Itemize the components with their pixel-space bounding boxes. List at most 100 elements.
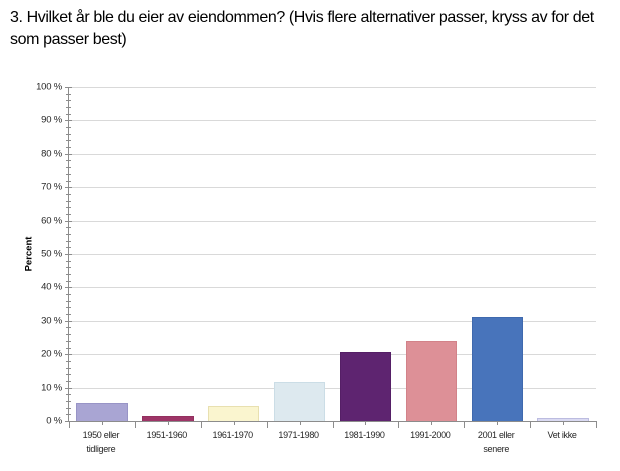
x-axis-boundary-tick: [596, 421, 597, 428]
y-axis-major-tick: [65, 387, 72, 389]
gridline: [69, 354, 596, 356]
x-axis-boundary-tick: [200, 421, 202, 428]
y-axis-major-tick: [65, 153, 72, 155]
y-axis-major-tick: [65, 354, 72, 356]
x-axis-center-tick: [167, 421, 169, 425]
bar-7: [471, 316, 523, 421]
y-axis-minor-tick: [66, 367, 71, 369]
bar-slot: [333, 87, 399, 421]
y-axis-minor-tick: [66, 400, 71, 402]
y-axis-tick-label: 100 %: [36, 81, 62, 93]
x-axis-boundary-tick: [134, 421, 136, 428]
y-axis-minor-tick: [66, 240, 71, 242]
x-axis-center-tick: [101, 421, 103, 425]
bar-1: [76, 403, 128, 421]
x-axis-label: 2001 eller senere: [477, 430, 515, 454]
x-axis-center-tick: [233, 421, 235, 425]
y-axis-minor-tick: [66, 93, 71, 95]
x-axis-labels: 1950 eller tidligere 1951-1960 1961-1970 19…: [68, 429, 595, 456]
y-axis-minor-tick: [66, 160, 71, 162]
y-axis-major-tick: [65, 320, 72, 322]
y-axis-minor-tick: [66, 107, 71, 109]
y-axis-major-tick: [65, 254, 72, 255]
y-axis-minor-tick: [66, 100, 71, 102]
x-axis-center-tick: [497, 421, 499, 425]
x-axis-label: 1981-1990: [344, 430, 385, 440]
gridline: [69, 87, 596, 88]
y-axis-minor-tick: [66, 233, 71, 235]
y-axis-major-tick: [65, 87, 72, 88]
x-axis-boundary-tick: [464, 421, 466, 428]
x-axis-label: 1971-1980: [278, 430, 319, 440]
x-axis-boundary-tick: [266, 421, 268, 428]
y-axis-tick-label: 90 %: [41, 114, 62, 126]
bar-8: [537, 418, 589, 421]
bar-slot: [530, 87, 596, 421]
plot-area: [65, 87, 597, 428]
y-axis-minor-tick: [66, 200, 71, 202]
y-axis-tick-label: 0 %: [46, 415, 62, 427]
y-axis-minor-tick: [66, 113, 71, 115]
y-axis-minor-tick: [66, 247, 71, 249]
y-axis-minor-tick: [66, 414, 71, 416]
bar-slot: [464, 87, 530, 421]
bar-slot: [267, 87, 333, 421]
gridline: [69, 320, 596, 322]
x-axis-center-tick: [431, 421, 433, 425]
y-axis-tick-label: 10 %: [41, 382, 62, 394]
y-axis-major-tick: [65, 287, 72, 289]
x-axis-label: Vet ikke: [547, 430, 577, 440]
x-axis-label: 1961-1970: [212, 430, 254, 440]
y-axis-minor-tick: [66, 180, 71, 182]
x-axis-center-tick: [365, 421, 367, 425]
x-axis-center-tick: [563, 421, 565, 425]
bar-slot: [135, 87, 201, 421]
bar-3: [208, 405, 260, 421]
x-axis-label: 1950 eller tidligere: [82, 430, 120, 454]
y-axis-minor-tick: [66, 380, 71, 382]
y-axis-tick-label: 20 %: [41, 348, 62, 360]
bar-2: [142, 416, 194, 421]
y-axis-tick-label: 40 %: [41, 281, 62, 293]
bar-5: [339, 351, 392, 421]
x-axis-boundary-tick: [69, 421, 70, 428]
y-axis-minor-tick: [66, 294, 71, 296]
x-axis-label: 1951-1960: [146, 430, 188, 440]
x-axis-label: 1991-2000: [410, 430, 451, 440]
y-axis-minor-tick: [66, 167, 71, 169]
y-axis-minor-tick: [66, 260, 71, 262]
y-axis-minor-tick: [66, 127, 71, 129]
y-axis-minor-tick: [66, 133, 71, 135]
y-axis-minor-tick: [66, 334, 71, 336]
y-axis-tick-label: 80 %: [41, 148, 62, 160]
y-axis-minor-tick: [66, 274, 71, 276]
y-axis-minor-tick: [66, 314, 71, 316]
gridline: [69, 120, 596, 122]
y-axis-major-tick: [65, 421, 72, 422]
x-axis-boundary-tick: [332, 421, 334, 428]
bar-slot: [201, 87, 267, 421]
y-axis-minor-tick: [66, 360, 71, 362]
y-axis-minor-tick: [66, 193, 71, 195]
bar-4: [273, 381, 326, 421]
gridline: [69, 187, 596, 189]
x-axis-boundary-tick: [530, 421, 532, 428]
y-axis-minor-tick: [66, 140, 71, 142]
y-axis-minor-tick: [66, 300, 71, 302]
bars-layer: [69, 87, 596, 421]
question-title: 3. Hvilket år ble du eier av eiendommen?…: [10, 9, 594, 48]
x-axis-boundary-tick: [398, 421, 400, 428]
y-axis-minor-tick: [66, 213, 71, 215]
y-axis-minor-tick: [66, 374, 71, 376]
y-axis-tick-labels: 0 % 10 % 20 % 30 % 40 % 50 % 60 % 70 % 80 % 90 % 1…: [0, 82, 62, 427]
bar-slot: [69, 87, 135, 421]
y-axis-major-tick: [65, 120, 72, 122]
y-axis-minor-tick: [66, 394, 71, 396]
gridline: [69, 153, 596, 155]
y-axis-major-tick: [65, 187, 72, 189]
bar-slot: [398, 87, 464, 421]
y-axis-minor-tick: [66, 307, 71, 309]
y-axis-minor-tick: [66, 407, 71, 409]
y-axis-tick-label: 30 %: [41, 315, 62, 327]
